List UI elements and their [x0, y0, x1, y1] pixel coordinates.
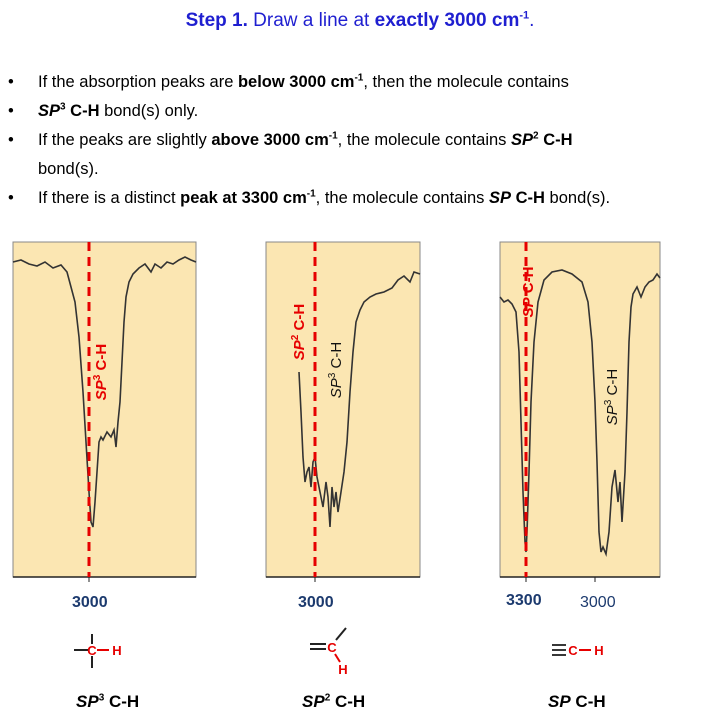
atom-c: C: [568, 643, 578, 658]
caption-sp3: SP3 C-H: [76, 692, 139, 712]
label-sp3-ch: SP3 C-H: [327, 342, 345, 398]
bullet-text: bond(s) only.: [99, 102, 199, 120]
panel-bg: [12, 241, 197, 578]
label-sp3-ch: SP3 C-H: [603, 369, 621, 425]
label-sp3-ch: SP3 C-H: [92, 344, 110, 400]
structure-sp2-svg: C H: [310, 627, 348, 677]
wavenumber-3300-p3: 3300: [506, 592, 542, 609]
bullet-sup: 2: [533, 130, 539, 142]
structure-sp3: C H: [74, 630, 144, 685]
panel-bg: [265, 241, 421, 578]
bullet-sup: -1: [328, 130, 338, 142]
bullet-dot: •: [8, 189, 14, 207]
wavenumber-3000-p1: 3000: [72, 594, 108, 611]
spectrum-sp-svg: SP C-H SP3 C-H: [499, 241, 661, 582]
bullet-text: , the molecule contains: [337, 131, 512, 149]
bullet-sup: -1: [306, 188, 316, 200]
atom-h: H: [112, 643, 121, 658]
structure-sp2: C H: [306, 622, 366, 682]
bullet-4: • If there is a distinct peak at 3300 cm-…: [0, 184, 720, 213]
bullet-sup: -1: [354, 72, 364, 84]
spectrum-sp3-svg: SP3 C-H: [12, 241, 197, 582]
bullet-bold: C-H: [65, 102, 100, 120]
label-sp2-ch: SP2 C-H: [290, 304, 308, 360]
caption-ch: C-H: [330, 692, 366, 711]
bullet-text: , then the molecule contains: [363, 73, 569, 91]
bullet-sup: 3: [60, 101, 66, 113]
step-sup: -1: [519, 9, 530, 22]
spectrum-panel-sp2: SP2 C-H SP3 C-H: [265, 241, 421, 582]
spectrum-sp2-svg: SP2 C-H SP3 C-H: [265, 241, 421, 582]
bond: [335, 627, 347, 641]
bullet-3: • If the peaks are slightly above 3000 cm…: [0, 126, 720, 155]
step-title: Step 1. Draw a line at exactly 3000 cm-1…: [0, 10, 720, 32]
bullet-3-continued: bond(s).: [38, 160, 99, 178]
caption-sp: SP: [548, 692, 571, 711]
step-emphasis: exactly 3000 cm: [374, 10, 520, 31]
step-text: Draw a line at: [247, 10, 375, 31]
spectrum-trace: [12, 256, 197, 528]
bullet-text: , the molecule contains: [315, 189, 490, 207]
atom-c: C: [87, 643, 97, 658]
caption-sp2: SP2 C-H: [302, 692, 365, 712]
structure-sp: C H: [548, 636, 618, 671]
wavenumber-3000-p3: 3000: [580, 594, 616, 611]
caption-sp: SP: [76, 692, 99, 711]
bullet-sp: SP: [489, 189, 512, 207]
bullet-bold: C-H: [538, 131, 573, 149]
caption-sp: SP: [302, 692, 325, 711]
spectrum-trace: [298, 271, 421, 528]
bullet-1: • If the absorption peaks are below 3000 …: [0, 68, 720, 97]
caption-sp: SP C-H: [548, 692, 606, 712]
caption-sup: 2: [324, 692, 331, 704]
caption-sup: 3: [98, 692, 105, 704]
bullet-bold: peak at 3300 cm: [180, 189, 307, 207]
spectrum-panel-sp3: SP3 C-H: [12, 241, 197, 582]
spectrum-panel-sp: SP C-H SP3 C-H: [499, 241, 661, 582]
bullet-2: • SP3 C-H bond(s) only.: [0, 97, 720, 126]
bullet-dot: •: [8, 73, 14, 91]
atom-h: H: [594, 643, 603, 658]
bullet-text: If there is a distinct: [38, 189, 181, 207]
atom-c: C: [327, 640, 337, 655]
step-number: Step 1.: [185, 10, 248, 31]
bond: [334, 653, 341, 663]
bullet-dot: •: [8, 131, 14, 149]
caption-ch: C-H: [104, 692, 140, 711]
spectrum-trace: [499, 269, 661, 557]
bullet-bold: below 3000 cm: [237, 73, 355, 91]
bullet-bold: C-H: [511, 189, 545, 207]
bullet-sp: SP: [38, 102, 61, 120]
step-end: .: [529, 10, 535, 31]
caption-ch: C-H: [570, 692, 606, 711]
structure-sp3-svg: C H: [74, 634, 122, 668]
bullet-dot: •: [8, 102, 14, 120]
label-sp-ch: SP C-H: [520, 267, 537, 318]
wavenumber-3000-p2: 3000: [298, 594, 334, 611]
bullet-sp: SP: [511, 131, 534, 149]
bullet-text: bond(s).: [544, 189, 611, 207]
structure-sp-svg: C H: [552, 643, 604, 658]
bullet-text: If the absorption peaks are: [38, 73, 238, 91]
bullet-bold: above 3000 cm: [211, 131, 329, 149]
bullet-text: If the peaks are slightly: [38, 131, 212, 149]
bullet-list: • If the absorption peaks are below 3000 …: [0, 68, 720, 213]
atom-h: H: [338, 662, 347, 677]
